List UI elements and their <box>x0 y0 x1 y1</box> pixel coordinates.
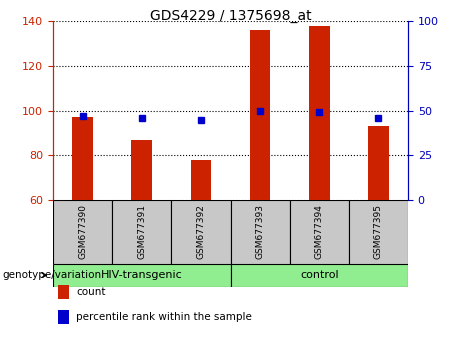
Bar <box>230 200 290 264</box>
Text: percentile rank within the sample: percentile rank within the sample <box>76 312 252 322</box>
Text: control: control <box>300 270 338 280</box>
Text: GSM677392: GSM677392 <box>196 204 206 259</box>
Bar <box>53 200 112 264</box>
Bar <box>72 117 93 200</box>
Text: GSM677395: GSM677395 <box>374 204 383 259</box>
Bar <box>112 200 171 264</box>
Text: genotype/variation: genotype/variation <box>2 270 101 280</box>
Bar <box>349 200 408 264</box>
Bar <box>190 160 211 200</box>
Bar <box>171 200 230 264</box>
Text: GSM677393: GSM677393 <box>255 204 265 259</box>
Bar <box>290 200 349 264</box>
Text: GSM677391: GSM677391 <box>137 204 146 259</box>
Bar <box>230 264 408 287</box>
Text: GSM677394: GSM677394 <box>315 204 324 259</box>
Text: count: count <box>76 287 106 297</box>
Text: GSM677390: GSM677390 <box>78 204 87 259</box>
Bar <box>131 140 152 200</box>
Bar <box>53 264 230 287</box>
Bar <box>368 126 389 200</box>
Text: GDS4229 / 1375698_at: GDS4229 / 1375698_at <box>150 9 311 23</box>
Bar <box>250 30 271 200</box>
Text: HIV-transgenic: HIV-transgenic <box>101 270 183 280</box>
Bar <box>309 26 330 200</box>
